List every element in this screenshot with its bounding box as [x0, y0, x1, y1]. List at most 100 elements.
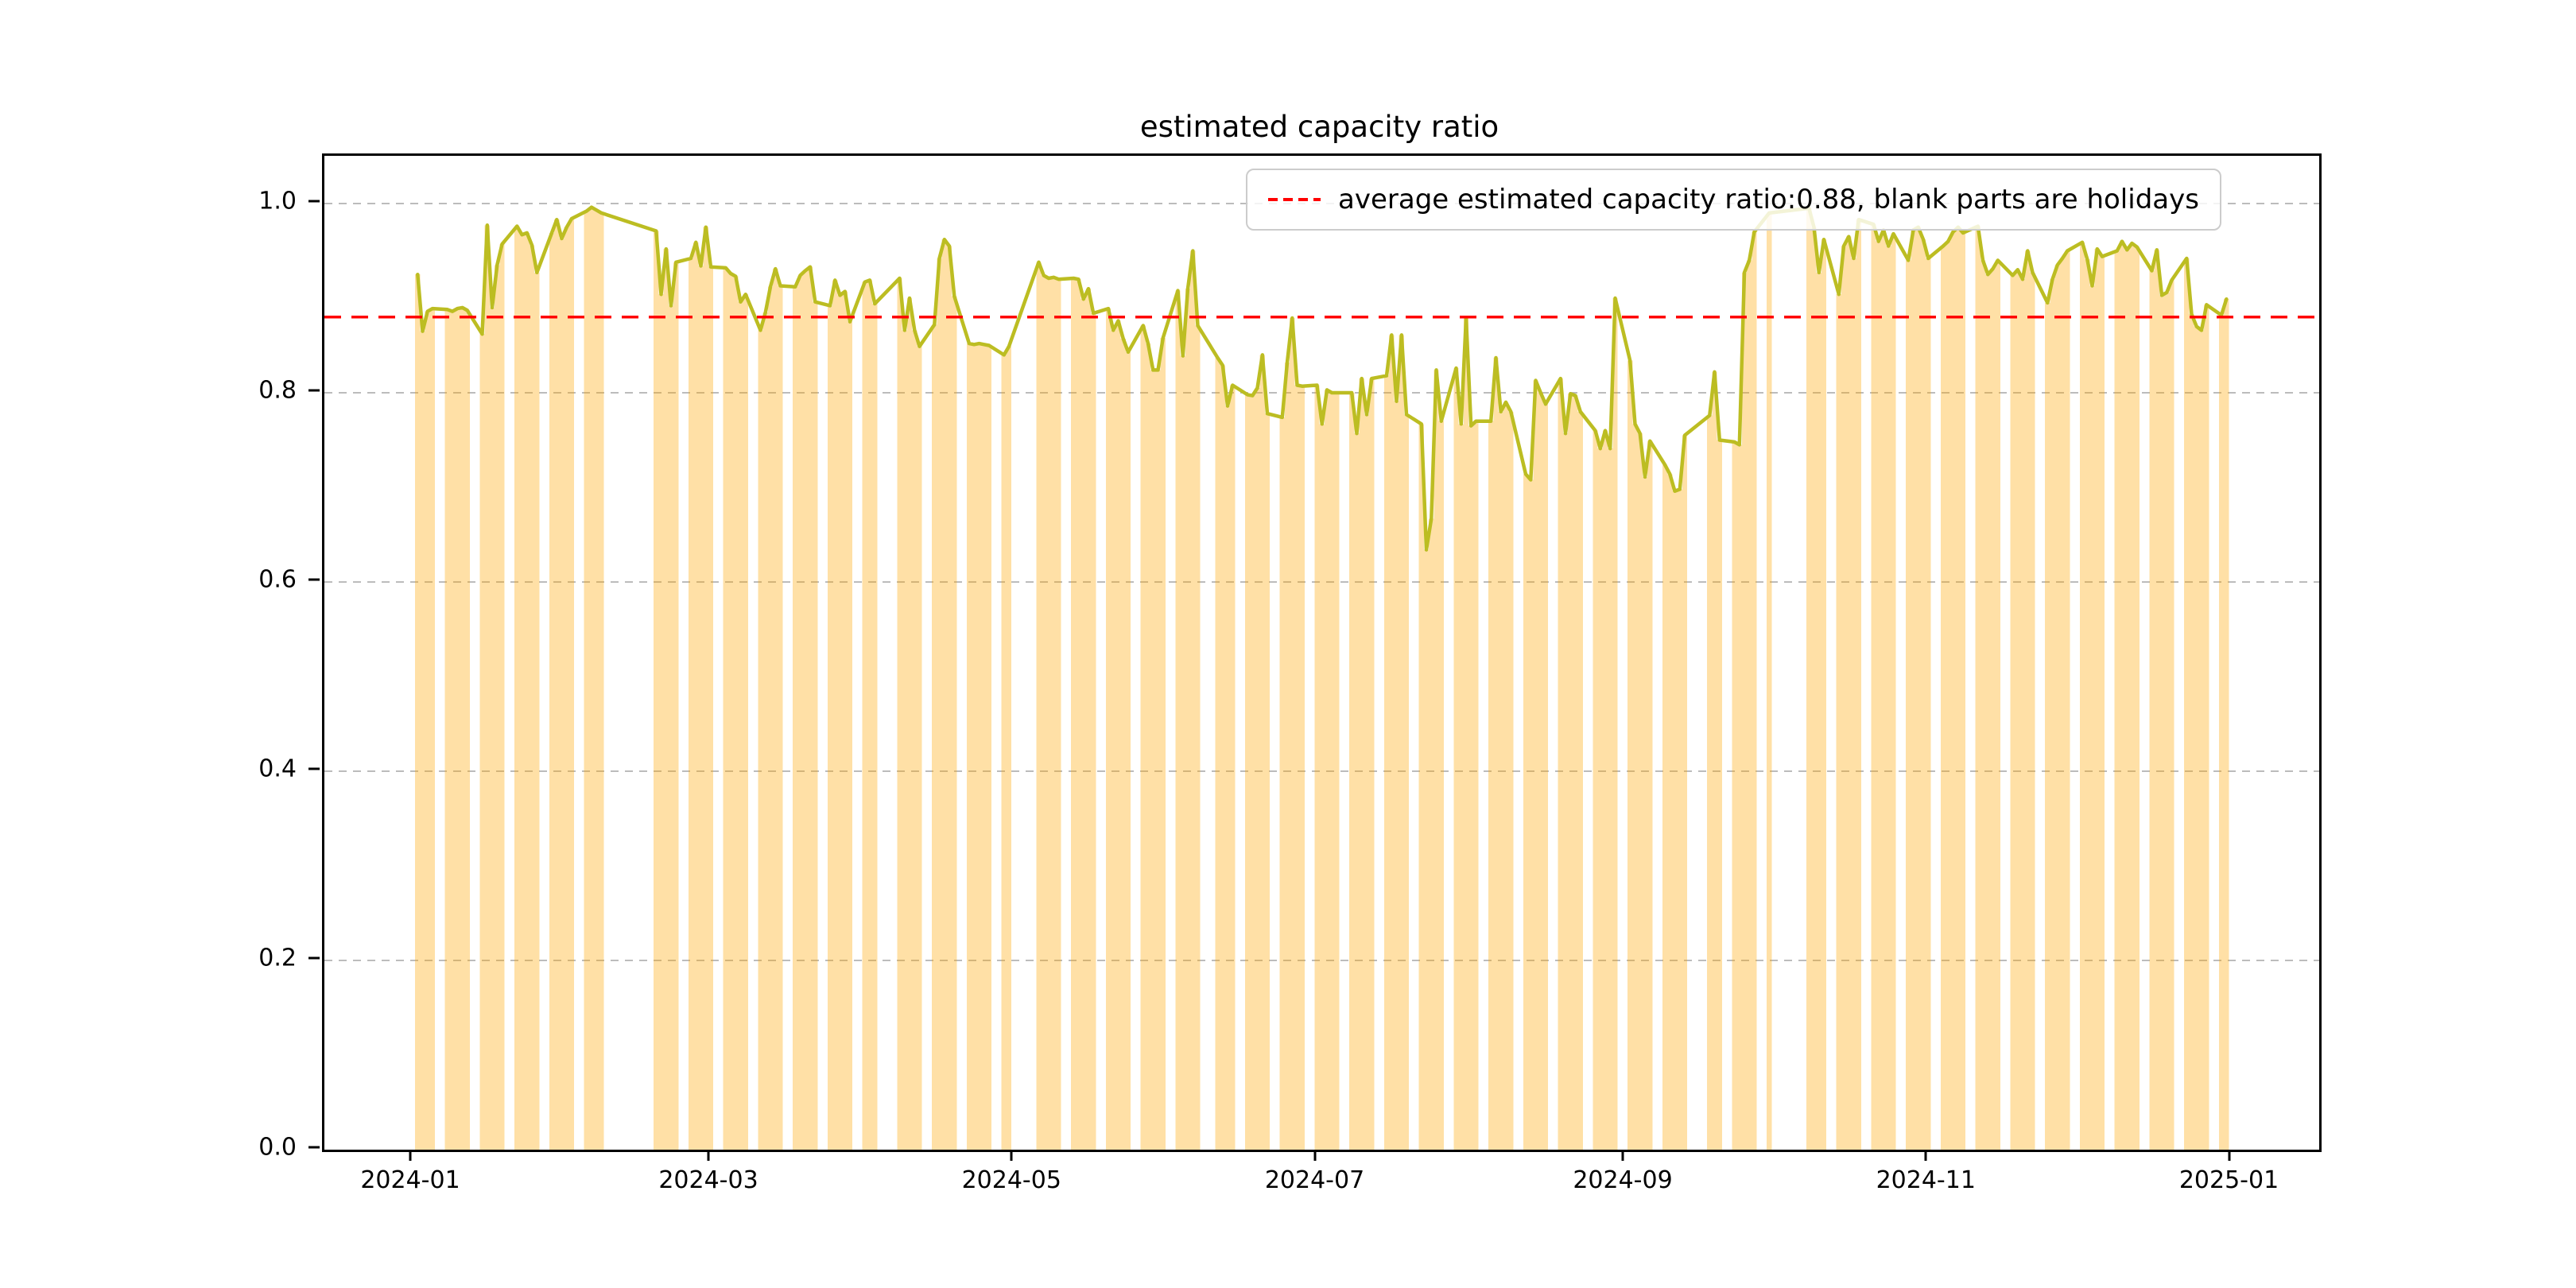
trading-day-bar [2124, 250, 2130, 1150]
trading-day-bar [1672, 491, 1678, 1150]
trading-day-bar [2204, 305, 2209, 1150]
trading-day-bar [1111, 330, 1116, 1150]
trading-day-bar [534, 272, 540, 1150]
trading-day-bar [807, 266, 813, 1150]
trading-day-bar [1314, 385, 1320, 1150]
trading-day-bar [1036, 262, 1042, 1150]
trading-day-bar [1001, 355, 1007, 1150]
trading-day-bar [1458, 424, 1464, 1150]
trading-day-bar [1329, 392, 1335, 1150]
trading-day-bar [1429, 518, 1434, 1150]
trading-day-bar [1960, 232, 1966, 1150]
trading-day-bar [1632, 424, 1638, 1150]
trading-day-bar [1383, 375, 1390, 1150]
trading-day-bar [1712, 371, 1717, 1150]
trading-day-bar [559, 239, 564, 1150]
trading-day-bar [972, 344, 977, 1150]
trading-day-bar [654, 231, 659, 1150]
y-tick-label: 0.0 [258, 1133, 297, 1162]
trading-day-bar [1180, 355, 1185, 1150]
trading-day-bar [912, 330, 918, 1150]
x-tick-label: 2024-03 [658, 1166, 758, 1194]
trading-day-bar [1558, 378, 1563, 1150]
x-tick-mark [409, 1150, 412, 1161]
trading-day-bar [2045, 302, 2050, 1150]
trading-day-bar [1503, 402, 1509, 1150]
trading-day-bar [1071, 277, 1077, 1150]
trading-day-bar [1284, 362, 1290, 1150]
trading-day-bar [2119, 241, 2125, 1150]
trading-day-bar [464, 310, 470, 1150]
trading-day-bar [937, 258, 942, 1150]
trading-day-bar [2065, 250, 2070, 1150]
trading-day-bar [1915, 227, 1921, 1150]
trading-day-bar [986, 345, 992, 1150]
trading-day-bar [1418, 424, 1424, 1150]
trading-day-bar [723, 267, 728, 1150]
trading-day-bar [554, 219, 560, 1150]
trading-day-bar [1647, 440, 1653, 1150]
trading-day-bar [2054, 265, 2060, 1150]
trading-day-bar [564, 227, 569, 1150]
trading-day-bar [1255, 388, 1260, 1150]
trading-day-bar [1453, 368, 1459, 1150]
trading-day-bar [773, 269, 778, 1150]
trading-day-bar [1394, 401, 1399, 1150]
x-tick-mark [1010, 1150, 1013, 1161]
trading-day-bar [1155, 370, 1161, 1150]
trading-day-bar [1806, 208, 1812, 1150]
trading-day-bar [952, 296, 957, 1150]
trading-day-bar [1950, 231, 1956, 1150]
trading-day-bar [1120, 339, 1126, 1150]
trading-day-bar [1468, 425, 1474, 1150]
trading-day-bar [1080, 299, 1086, 1150]
trading-day-bar [976, 343, 982, 1150]
trading-day-bar [1125, 351, 1131, 1150]
x-tick-label: 2024-05 [961, 1166, 1061, 1194]
trading-day-bar [2010, 275, 2015, 1150]
trading-day-bar [693, 242, 699, 1150]
trading-day-bar [460, 307, 465, 1150]
trading-day-bar [1195, 325, 1201, 1150]
trading-day-bar [1215, 357, 1220, 1150]
trading-day-bar [1985, 274, 1991, 1150]
trading-day-bar [584, 211, 589, 1150]
trading-day-bar [1190, 250, 1196, 1150]
trading-day-bar [2114, 250, 2120, 1150]
trading-day-bar [1955, 227, 1961, 1150]
trading-day-bar [1538, 392, 1543, 1150]
trading-day-bar [917, 346, 922, 1150]
trading-day-bar [1528, 479, 1534, 1150]
capacity-ratio-line [416, 205, 2229, 552]
y-tick-mark [308, 389, 320, 392]
trading-day-bar [1542, 404, 1549, 1150]
trading-day-bar [2194, 326, 2199, 1150]
trading-day-bar [862, 281, 867, 1150]
trading-day-bar [1911, 230, 1916, 1150]
chart-canvas [324, 203, 2319, 1150]
trading-day-bar [941, 239, 947, 1150]
trading-day-bar [420, 331, 425, 1150]
trading-day-bar [415, 274, 421, 1150]
trading-day-bar [793, 286, 798, 1150]
trading-day-bar [549, 232, 555, 1150]
trading-day-bar [1577, 411, 1583, 1150]
trading-day-bar [1140, 325, 1146, 1150]
trading-day-bar [2085, 259, 2090, 1150]
trading-day-bar [2094, 249, 2100, 1150]
trading-day-bar [479, 334, 485, 1150]
trading-day-bar [1856, 219, 1861, 1150]
trading-day-bar [906, 297, 913, 1150]
trading-day-bar [1259, 355, 1265, 1150]
y-tick-label: 0.8 [258, 376, 297, 405]
trading-day-bar [847, 321, 853, 1150]
trading-day-bar [1220, 365, 1225, 1150]
trading-day-bar [1741, 272, 1748, 1150]
trading-day-bar [1886, 246, 1891, 1150]
trading-day-bar [1041, 275, 1046, 1150]
trading-day-bar [1677, 489, 1682, 1150]
trading-day-bar [778, 285, 783, 1150]
x-tick-label: 2024-07 [1264, 1166, 1365, 1194]
trading-day-bar [663, 249, 669, 1150]
